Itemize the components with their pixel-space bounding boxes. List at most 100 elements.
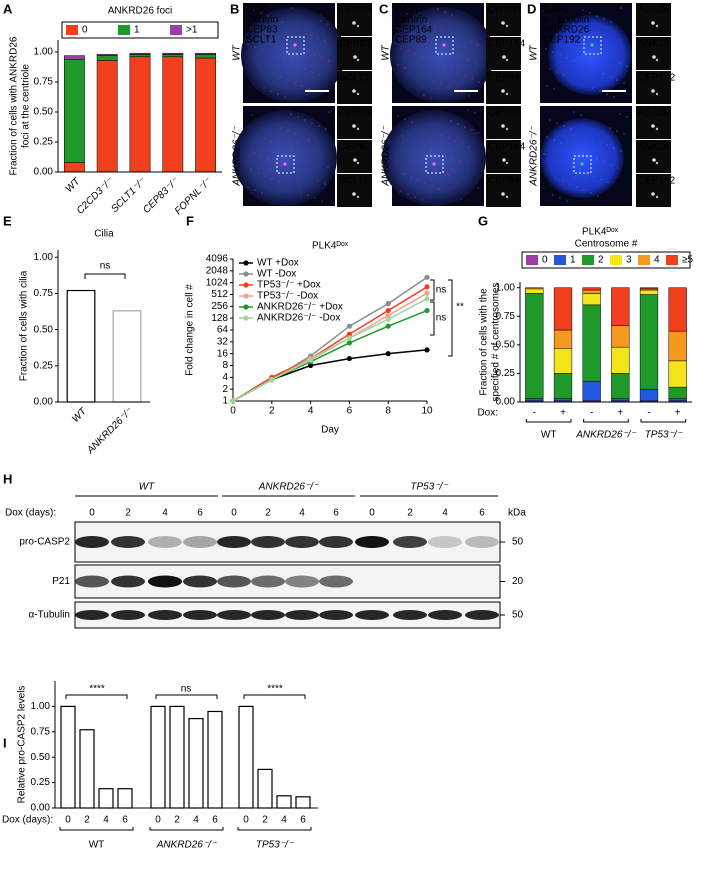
speckle [321,200,323,202]
speckle [257,172,259,174]
inset-signal [655,195,659,199]
band [75,536,109,548]
x-tick-label: - [647,408,650,419]
bar-segment [129,54,151,58]
speckle [545,48,547,50]
band [319,575,353,588]
legend-marker [243,260,249,266]
speckle [460,55,462,57]
series-line [232,286,428,402]
panel-label: F [186,213,194,228]
x-tick-label: 2 [269,406,275,417]
annotation: ns [100,261,111,272]
group-label: ANKRD26⁻/⁻ [575,430,636,441]
speckle [328,111,330,113]
band [465,536,499,548]
annotation-bracket [84,273,126,279]
speckle [478,132,480,134]
inset-signal [353,55,357,59]
bar-segment [668,398,687,402]
speckle [287,130,289,132]
inset-label: CEP89 [488,176,520,187]
inset [337,3,372,36]
x-axis-label: Day [321,425,339,436]
inset [337,140,372,173]
speckle [580,63,582,65]
inset-signal [505,195,509,199]
speckle [280,127,282,129]
y-tick-label: 0.75 [34,77,54,88]
panel-label: C [379,1,389,16]
inset [486,174,521,207]
bar-segment [639,287,659,290]
band [251,536,285,548]
centriole [590,43,594,47]
y-tick-label: 512 [211,289,228,300]
inset [636,37,671,70]
inset-signal [651,21,655,25]
speckle [573,111,575,113]
speckle [467,58,469,60]
speckle [451,157,453,159]
speckle [440,83,442,85]
speckle [263,87,265,89]
roi-box [425,155,444,174]
speckle [596,158,598,160]
inset [636,174,671,207]
y-tick-label: 0.50 [34,324,54,335]
speckle [263,138,265,140]
bar [276,795,292,809]
y-tick-label: 4096 [206,254,229,265]
speckle [582,9,584,11]
speckle [290,62,292,64]
speckle [274,18,276,20]
bar-segment [611,398,630,402]
row-label: WT [529,44,540,60]
bar-segment [553,373,573,399]
y-tick-label: 0.25 [34,137,54,148]
speckle [623,133,625,135]
y-tick-label: 1.00 [31,701,51,712]
speckle [424,39,426,41]
y-tick-label: 4 [222,372,228,383]
inset-signal [352,192,356,196]
inset-signal [501,192,505,196]
row-label: ANKRD26⁻/⁻ [381,126,392,187]
speckle [396,27,398,29]
bar-segment [582,304,601,382]
inset-signal [356,195,360,199]
y-tick-label: 0.25 [31,777,51,788]
speckle [404,118,406,120]
speckle [280,76,282,78]
speckle [438,188,440,190]
speckle [254,46,256,48]
speckle [610,21,612,23]
speckle [610,164,612,166]
group-label: ANKRD26⁻/⁻ [156,840,217,851]
inset-signal [655,92,659,96]
speckle [284,147,286,149]
row-name: α-Tubulin [28,610,70,621]
speckle [553,139,555,141]
band [183,575,217,588]
speckle [460,198,462,200]
inset-signal [655,127,659,131]
speckle [271,178,273,180]
legend-marker [243,293,249,299]
speckle [290,113,292,115]
group-bracket [583,419,629,423]
speckle [257,29,259,31]
bar [169,705,185,809]
y-tick-label: 2048 [206,265,229,276]
inset-label: CEP164 [488,39,526,50]
inset [486,140,521,173]
group-bracket [149,827,224,831]
channel-label: CEP192 [543,35,581,46]
point [424,290,430,296]
annotation-bracket [430,279,435,301]
speckle [251,114,253,116]
speckle [278,181,280,183]
speckle [423,94,425,96]
x-tick-label: 0 [230,406,236,417]
speckle [458,160,460,162]
